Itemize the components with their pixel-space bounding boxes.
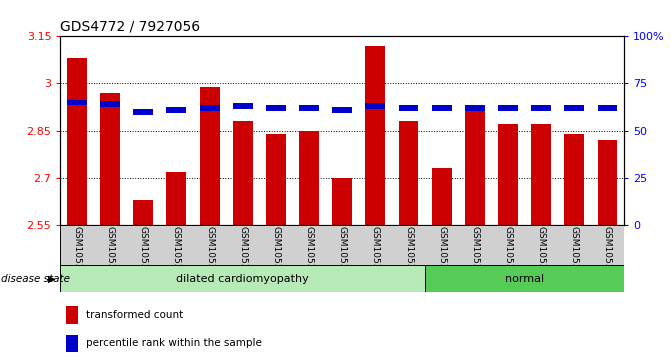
Text: GDS4772 / 7927056: GDS4772 / 7927056 xyxy=(60,20,201,34)
Bar xyxy=(200,105,219,111)
Bar xyxy=(531,125,551,225)
Bar xyxy=(60,265,425,292)
Bar xyxy=(266,105,286,111)
Text: GSM1053919: GSM1053919 xyxy=(172,226,181,287)
Bar xyxy=(465,106,484,225)
Bar xyxy=(200,87,219,225)
Text: GSM1053917: GSM1053917 xyxy=(105,226,115,287)
Text: normal: normal xyxy=(505,274,544,284)
Text: GSM1053918: GSM1053918 xyxy=(139,226,148,287)
Bar xyxy=(597,140,617,225)
Text: transformed count: transformed count xyxy=(86,310,183,320)
Bar xyxy=(67,58,87,225)
Text: GSM1053937: GSM1053937 xyxy=(371,226,380,287)
Bar xyxy=(166,172,187,225)
Bar xyxy=(366,103,385,109)
Text: GSM1053942: GSM1053942 xyxy=(603,226,612,287)
Bar xyxy=(66,335,79,352)
Text: GSM1053935: GSM1053935 xyxy=(338,226,347,287)
Text: disease state: disease state xyxy=(1,274,70,284)
Bar xyxy=(332,107,352,113)
Text: GSM1053915: GSM1053915 xyxy=(72,226,81,287)
Bar xyxy=(166,107,187,113)
Bar xyxy=(564,105,584,111)
Bar xyxy=(465,105,484,111)
Text: GSM1053938: GSM1053938 xyxy=(404,226,413,287)
Bar xyxy=(366,46,385,225)
Text: GSM1053924: GSM1053924 xyxy=(205,226,214,287)
Text: percentile rank within the sample: percentile rank within the sample xyxy=(86,338,262,348)
Bar xyxy=(531,105,551,111)
Bar xyxy=(233,103,253,109)
Bar xyxy=(66,306,79,323)
Bar xyxy=(299,131,319,225)
Text: GSM1053929: GSM1053929 xyxy=(503,226,513,287)
Text: GSM1053925: GSM1053925 xyxy=(238,226,247,287)
Bar xyxy=(564,134,584,225)
Bar xyxy=(597,105,617,111)
Text: GSM1053926: GSM1053926 xyxy=(271,226,280,287)
Bar xyxy=(498,125,518,225)
Text: GSM1053922: GSM1053922 xyxy=(470,226,479,287)
Bar xyxy=(134,200,153,225)
Text: ▶: ▶ xyxy=(48,274,56,284)
Text: dilated cardiomyopathy: dilated cardiomyopathy xyxy=(176,274,309,284)
Bar xyxy=(100,93,120,225)
Bar xyxy=(431,168,452,225)
Text: GSM1053933: GSM1053933 xyxy=(305,226,313,287)
Bar xyxy=(498,105,518,111)
Bar xyxy=(134,109,153,115)
Bar xyxy=(100,101,120,107)
Text: GSM1053939: GSM1053939 xyxy=(537,226,546,287)
Bar xyxy=(67,99,87,105)
Bar xyxy=(399,121,419,225)
Bar xyxy=(299,105,319,111)
Bar xyxy=(431,105,452,111)
Bar xyxy=(332,178,352,225)
Bar xyxy=(266,134,286,225)
Bar xyxy=(425,265,624,292)
Text: GSM1053940: GSM1053940 xyxy=(570,226,579,287)
Bar xyxy=(399,105,419,111)
Text: GSM1053941: GSM1053941 xyxy=(437,226,446,287)
Bar xyxy=(233,121,253,225)
